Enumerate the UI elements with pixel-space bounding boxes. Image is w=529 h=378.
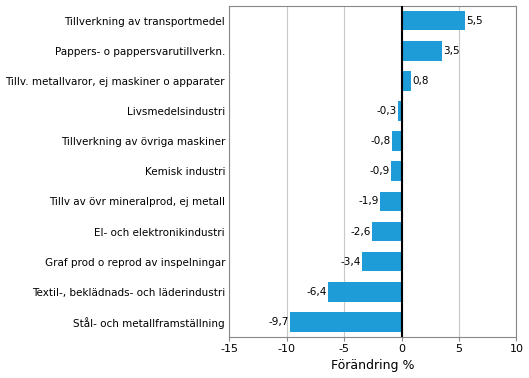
Bar bbox=[393, 131, 402, 151]
Bar bbox=[402, 41, 442, 60]
Bar bbox=[290, 312, 402, 332]
Bar bbox=[380, 192, 402, 211]
Text: -2,6: -2,6 bbox=[350, 226, 370, 237]
Bar bbox=[372, 222, 402, 241]
Bar bbox=[398, 101, 402, 121]
Bar bbox=[391, 161, 402, 181]
Text: -0,9: -0,9 bbox=[370, 166, 390, 176]
X-axis label: Förändring %: Förändring % bbox=[331, 359, 415, 372]
Bar bbox=[402, 11, 465, 30]
Text: 3,5: 3,5 bbox=[443, 46, 460, 56]
Bar bbox=[328, 282, 402, 302]
Text: 5,5: 5,5 bbox=[466, 15, 482, 26]
Text: -9,7: -9,7 bbox=[269, 317, 289, 327]
Bar bbox=[402, 71, 411, 91]
Text: -1,9: -1,9 bbox=[358, 197, 379, 206]
Text: -0,8: -0,8 bbox=[371, 136, 391, 146]
Text: -6,4: -6,4 bbox=[306, 287, 327, 297]
Text: -3,4: -3,4 bbox=[341, 257, 361, 266]
Bar bbox=[362, 252, 402, 271]
Text: 0,8: 0,8 bbox=[412, 76, 428, 86]
Text: -0,3: -0,3 bbox=[377, 106, 397, 116]
